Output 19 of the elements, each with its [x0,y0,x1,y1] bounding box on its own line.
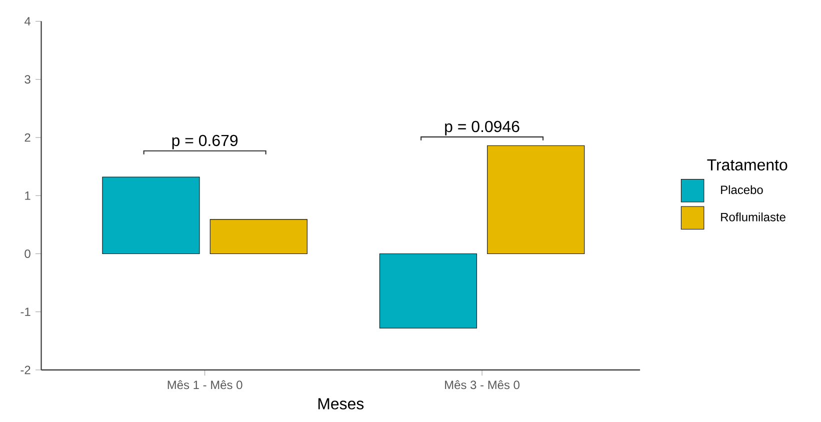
x-axis-title: Meses [318,398,364,410]
y-tick-label: 2 [24,133,30,142]
bar [102,176,200,254]
bar [210,219,308,254]
legend-label: Placebo [721,185,763,194]
annotation: p = 0.679 [172,134,238,150]
x-tick-label: Mês 1 - Mês 0 [168,380,242,390]
legend-title: Tratamento [707,159,788,171]
annotation: p = 0.0946 [445,120,520,136]
bar [487,145,585,254]
y-tick-label: 0 [24,250,30,258]
y-tick-label: 3 [24,75,30,84]
x-tick-label: Mês 3 - Mês 0 [445,380,520,390]
y-tick-label: 4 [24,17,31,26]
bar [379,254,477,328]
y-tick-label: -2 [20,366,30,374]
y-tick-label: -1 [20,308,30,316]
y-tick-label: 1 [25,192,30,200]
legend-label: Roflumilaste [721,212,786,222]
